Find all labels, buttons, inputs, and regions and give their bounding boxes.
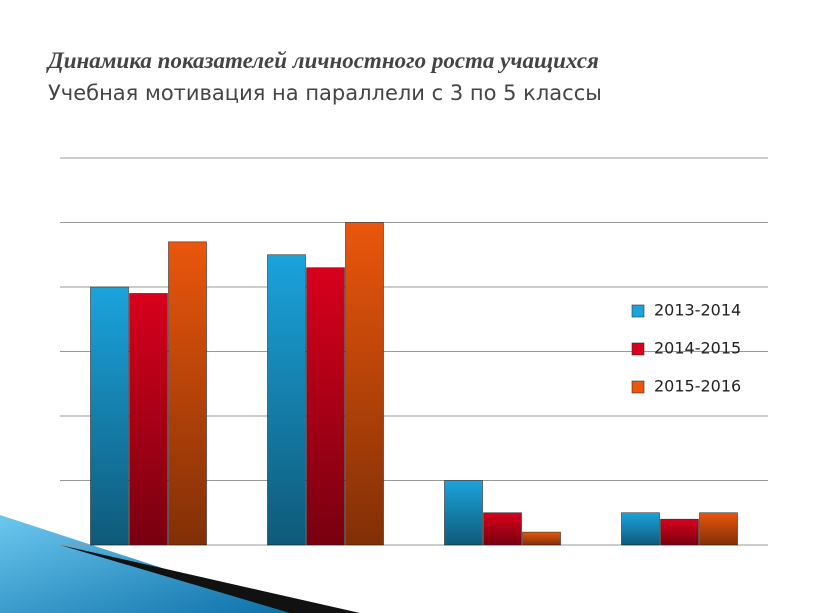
bar xyxy=(306,267,345,546)
bar xyxy=(345,222,384,546)
bar xyxy=(267,254,306,546)
legend-swatch xyxy=(631,342,645,356)
chart-subtitle: Учебная мотивация на параллели с 3 по 5 … xyxy=(48,81,602,105)
bar xyxy=(522,531,561,546)
bar xyxy=(168,241,207,546)
decoration xyxy=(60,545,360,613)
bar xyxy=(444,480,483,546)
chart-title: Динамика показателей личностного роста у… xyxy=(46,48,599,73)
bar xyxy=(129,293,168,546)
bar xyxy=(660,518,699,546)
legend-swatch xyxy=(631,380,645,394)
bar xyxy=(483,512,522,546)
legend-label: 2013-2014 xyxy=(654,301,741,320)
legend-label: 2015-2016 xyxy=(654,377,741,396)
legend-swatch xyxy=(631,304,645,318)
legend-label: 2014-2015 xyxy=(654,339,741,358)
bar xyxy=(699,512,738,546)
bar xyxy=(621,512,660,546)
bar xyxy=(90,286,129,546)
